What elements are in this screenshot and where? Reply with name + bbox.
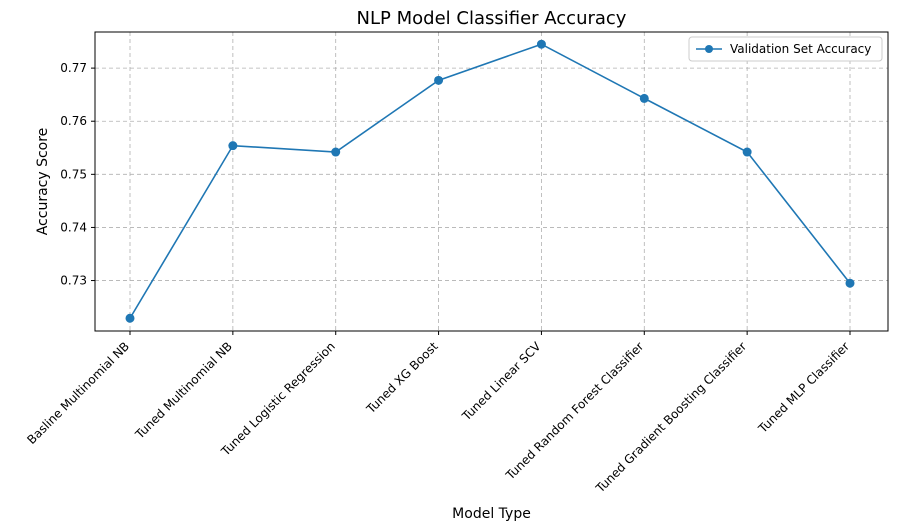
x-tick-label: Tuned XG Boost (363, 339, 441, 417)
grid (95, 32, 888, 331)
y-tick-label: 0.75 (60, 167, 87, 181)
legend-box (688, 36, 883, 62)
y-tick-label: 0.77 (60, 61, 87, 75)
series-line (129, 43, 851, 319)
x-tick-label: Basline Multinomial NB (24, 339, 132, 447)
x-tick-label: Tuned Multinomial NB (132, 339, 235, 442)
data-point (228, 141, 238, 151)
x-axis-title: Model Type (452, 506, 531, 522)
data-point (536, 39, 546, 49)
y-tick-label: 0.74 (60, 220, 87, 234)
y-axis: 0.73 0.74 0.75 0.76 0.77 (60, 61, 95, 288)
legend-marker-swatch (705, 45, 713, 53)
x-tick-label: Tuned Linear SCV (459, 339, 544, 424)
data-point (742, 147, 752, 157)
y-tick-label: 0.73 (60, 274, 87, 288)
data-point (125, 313, 135, 323)
data-point (845, 278, 855, 288)
plot-frame (94, 31, 889, 332)
data-point (434, 75, 444, 85)
y-axis-title: Accuracy Score (35, 128, 51, 236)
chart-title: NLP Model Classifier Accuracy (357, 8, 627, 29)
data-point (331, 147, 341, 157)
x-axis: Basline Multinomial NB Tuned Multinomial … (24, 331, 852, 496)
legend: Validation Set Accuracy (688, 36, 883, 62)
y-tick-label: 0.76 (60, 114, 87, 128)
x-tick-label: Tuned MLP Classifier (755, 339, 852, 436)
legend-label: Validation Set Accuracy (730, 42, 871, 56)
data-point (639, 93, 649, 103)
series-layer (125, 39, 855, 323)
x-tick-label: Tuned Logistic Regression (218, 339, 338, 459)
